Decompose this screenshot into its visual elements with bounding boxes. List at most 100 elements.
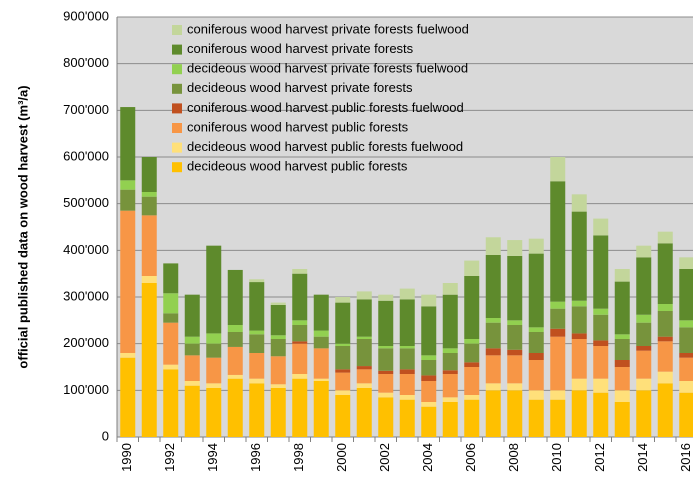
legend-label: decideous wood harvest private forests f… <box>187 61 468 76</box>
bar-segment <box>227 325 243 332</box>
y-tick-label: 800'000 <box>63 55 109 70</box>
bar-segment <box>141 283 157 437</box>
bar-segment <box>184 343 200 356</box>
bar-segment <box>593 378 609 393</box>
bar-segment <box>270 384 286 388</box>
legend-swatch <box>172 44 182 55</box>
bar-segment <box>378 397 394 437</box>
x-tick-label: 2016 <box>678 443 693 472</box>
bar-segment <box>356 366 372 370</box>
bar-segment <box>206 333 222 344</box>
bar-segment <box>550 399 566 437</box>
bar-segment <box>163 263 179 294</box>
bar-segment <box>313 330 329 337</box>
x-tick-label: 2000 <box>334 443 349 472</box>
bar-segment <box>528 327 544 332</box>
bar-segment <box>335 372 351 391</box>
bar-segment <box>120 353 136 358</box>
bar-segment <box>206 383 222 388</box>
legend-label: coniferous wood harvest private forests <box>187 41 414 56</box>
bar-segment <box>528 390 544 400</box>
bar-segment <box>507 255 523 321</box>
bar-segment <box>442 353 458 371</box>
bar-segment <box>421 355 437 360</box>
bar-segment <box>335 346 351 370</box>
bar-segment <box>657 311 673 337</box>
x-tick-label: 2006 <box>463 443 478 472</box>
bar-segment <box>399 299 415 346</box>
bar-segment <box>292 378 308 437</box>
y-tick-label: 600'000 <box>63 148 109 163</box>
bar-segment <box>614 281 630 335</box>
bar-segment <box>184 336 200 344</box>
bar-segment <box>657 231 673 244</box>
bar-segment <box>464 339 480 344</box>
bar-segment <box>399 369 415 374</box>
bar-segment <box>507 325 523 350</box>
bar-segment <box>356 299 372 337</box>
bar-segment <box>528 253 544 328</box>
bar-segment <box>249 378 265 384</box>
y-tick-label: 900'000 <box>63 8 109 23</box>
bar-segment <box>270 304 286 336</box>
bar-segment <box>550 390 566 400</box>
bar-segment <box>485 318 501 323</box>
bar-segment <box>679 353 693 358</box>
bar-segment <box>163 364 179 370</box>
bar-segment <box>356 339 372 367</box>
bar-segment <box>163 322 179 365</box>
bar-segment <box>141 192 157 197</box>
bar-segment <box>614 339 630 360</box>
bar-segment <box>378 294 394 301</box>
bar-segment <box>507 390 523 437</box>
bar-segment <box>507 383 523 391</box>
bar-segment <box>378 300 394 346</box>
bar-segment <box>227 332 243 347</box>
bar-segment <box>184 381 200 386</box>
bar-segment <box>421 306 437 356</box>
bar-segment <box>421 294 437 307</box>
bar-segment <box>464 395 480 400</box>
bar-segment <box>378 392 394 398</box>
bar-segment <box>464 362 480 367</box>
bar-segment <box>657 304 673 311</box>
bar-segment <box>571 333 587 339</box>
legend-label: coniferous wood harvest private forests … <box>187 21 469 36</box>
bar-segment <box>657 383 673 437</box>
bar-segment <box>141 196 157 216</box>
legend-label: coniferous wood harvest public forests <box>187 119 409 134</box>
bar-segment <box>571 390 587 437</box>
bar-segment <box>485 355 501 384</box>
bar-segment <box>571 306 587 334</box>
bar-segment <box>485 383 501 391</box>
bar-segment <box>636 350 652 379</box>
bar-segment <box>636 346 652 351</box>
bar-segment <box>163 293 179 314</box>
bar-segment <box>313 348 329 379</box>
bar-segment <box>507 355 523 384</box>
bar-segment <box>593 392 609 437</box>
bar-segment <box>356 388 372 437</box>
bar-segment <box>206 245 222 334</box>
bar-segment <box>184 385 200 437</box>
x-tick-label: 2004 <box>420 443 435 472</box>
bar-segment <box>657 371 673 384</box>
bar-segment <box>378 348 394 371</box>
bar-segment <box>571 339 587 379</box>
bar-segment <box>227 374 243 379</box>
bar-segment <box>184 294 200 337</box>
y-axis-label: official published data on wood harvest … <box>15 85 30 368</box>
x-tick-label: 1996 <box>248 443 263 472</box>
bar-segment <box>206 343 222 358</box>
bar-segment <box>507 320 523 325</box>
bar-segment <box>507 349 523 356</box>
bar-segment <box>227 269 243 325</box>
bar-segment <box>120 357 136 437</box>
bar-segment <box>593 308 609 315</box>
bar-segment <box>378 374 394 393</box>
bar-segment <box>356 383 372 388</box>
bar-segment <box>163 369 179 437</box>
bar-segment <box>292 320 308 325</box>
bar-segment <box>464 276 480 339</box>
bar-segment <box>399 399 415 437</box>
